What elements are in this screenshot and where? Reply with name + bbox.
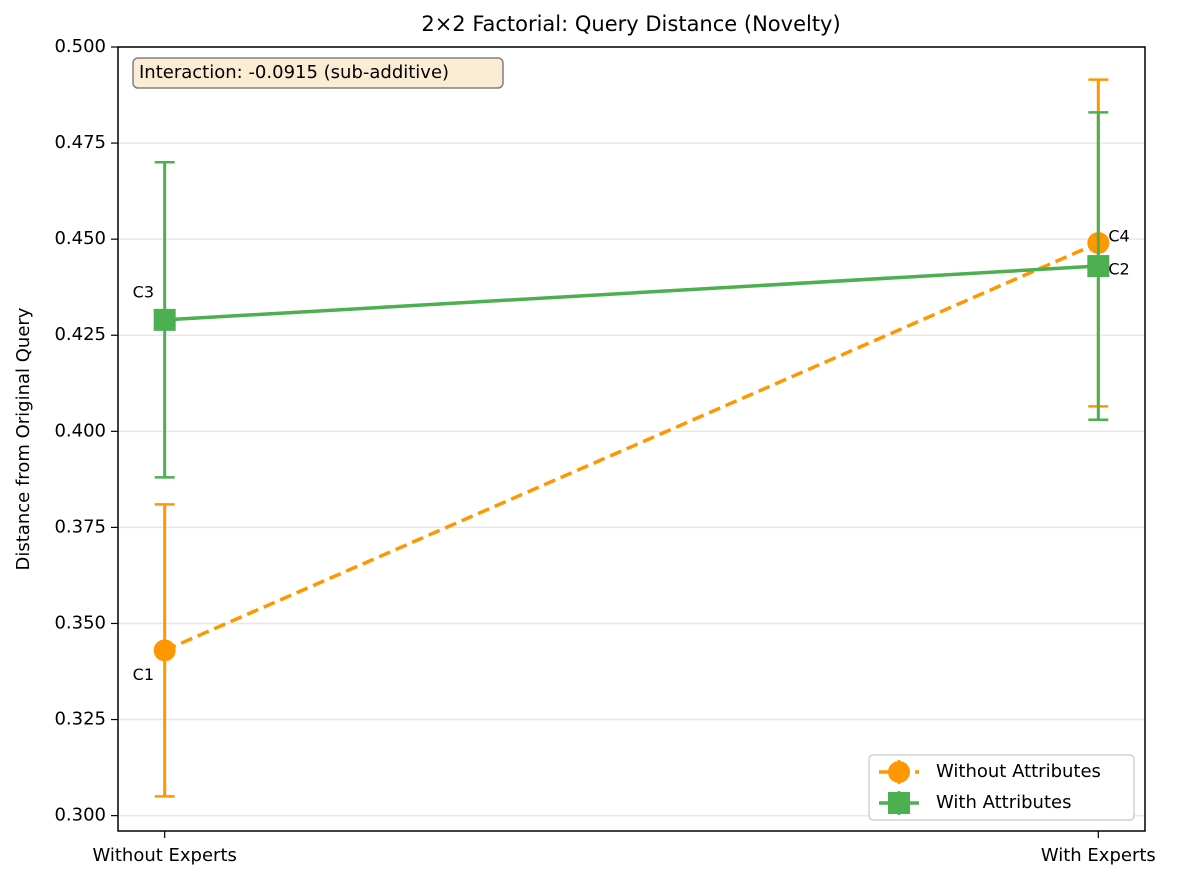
- legend-label: Without Attributes: [936, 761, 1101, 782]
- y-tick-label: 0.325: [54, 709, 106, 730]
- marker: [1087, 255, 1110, 278]
- point-label: C3: [133, 282, 154, 301]
- point-label: C2: [1108, 260, 1129, 279]
- y-tick-label: 0.425: [54, 324, 106, 345]
- series-line: [163, 241, 1100, 652]
- y-tick-label: 0.300: [54, 805, 106, 826]
- series-line: [164, 264, 1099, 322]
- marker: [888, 792, 910, 814]
- plot-frame: [117, 46, 1146, 832]
- x-tick-label: Without Experts: [92, 845, 236, 866]
- legend: Without Attributes With Attributes: [868, 754, 1135, 821]
- series: C3 C2: [133, 111, 1130, 479]
- y-tick-label: 0.375: [54, 516, 106, 537]
- marker: [888, 761, 910, 783]
- marker: [153, 639, 176, 662]
- marker: [153, 308, 176, 331]
- point-label: C4: [1108, 227, 1129, 246]
- chart-title: 2×2 Factorial: Query Distance (Novelty): [421, 12, 840, 36]
- y-tick-label: 0.450: [54, 228, 106, 249]
- y-tick-label: 0.400: [54, 420, 106, 441]
- y-tick-label: 0.475: [54, 132, 106, 153]
- y-tick-label: 0.350: [54, 612, 106, 633]
- x-tick-label: With Experts: [1041, 845, 1156, 866]
- series: C1 C4: [133, 78, 1130, 798]
- legend-label: With Attributes: [936, 792, 1071, 813]
- legend-box: [868, 754, 1135, 821]
- y-tick-label: 0.500: [54, 36, 106, 57]
- annotation-box: [132, 57, 504, 89]
- y-axis-label: Distance from Original Query: [13, 307, 34, 570]
- point-label: C1: [133, 665, 154, 684]
- annotation: Interaction: -0.0915 (sub-additive): [139, 62, 449, 83]
